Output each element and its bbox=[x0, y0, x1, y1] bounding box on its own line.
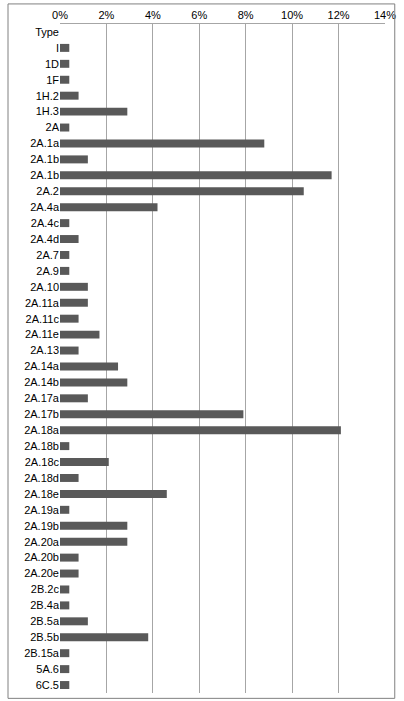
svg-text:1D: 1D bbox=[45, 58, 59, 70]
svg-text:2A.1a: 2A.1a bbox=[30, 137, 60, 149]
svg-text:2B.4a: 2B.4a bbox=[30, 599, 60, 611]
svg-text:5A.6: 5A.6 bbox=[36, 663, 59, 675]
svg-text:2A.1b: 2A.1b bbox=[30, 153, 59, 165]
svg-text:2A.18e: 2A.18e bbox=[24, 488, 59, 500]
svg-text:2A.13: 2A.13 bbox=[30, 344, 59, 356]
svg-text:2A.4c: 2A.4c bbox=[31, 217, 60, 229]
svg-text:2A.17a: 2A.17a bbox=[24, 392, 60, 404]
svg-text:2A.11e: 2A.11e bbox=[25, 328, 59, 340]
svg-text:2A.7: 2A.7 bbox=[36, 249, 59, 261]
svg-text:2A.19b: 2A.19b bbox=[24, 520, 59, 532]
svg-text:2A.19a: 2A.19a bbox=[24, 504, 60, 516]
svg-text:1H.3: 1H.3 bbox=[36, 105, 59, 117]
svg-text:2A.11a: 2A.11a bbox=[25, 297, 60, 309]
svg-text:2A.18b: 2A.18b bbox=[24, 440, 59, 452]
svg-text:2B.5a: 2B.5a bbox=[30, 615, 60, 627]
svg-text:0%: 0% bbox=[52, 9, 68, 21]
svg-text:4%: 4% bbox=[145, 9, 161, 21]
svg-text:2A.18c: 2A.18c bbox=[25, 456, 60, 468]
svg-text:2B.15a: 2B.15a bbox=[24, 647, 60, 659]
svg-text:2A.17b: 2A.17b bbox=[24, 408, 59, 420]
svg-text:2B.2c: 2B.2c bbox=[31, 583, 60, 595]
svg-text:10%: 10% bbox=[281, 9, 303, 21]
svg-text:2A.10: 2A.10 bbox=[30, 281, 59, 293]
svg-text:12%: 12% bbox=[328, 9, 350, 21]
svg-text:2A.18a: 2A.18a bbox=[24, 424, 60, 436]
svg-text:I: I bbox=[56, 42, 59, 54]
svg-text:2A.20b: 2A.20b bbox=[24, 551, 59, 563]
svg-text:2A.9: 2A.9 bbox=[36, 265, 59, 277]
svg-text:2A.4a: 2A.4a bbox=[30, 201, 60, 213]
svg-text:8%: 8% bbox=[238, 9, 254, 21]
svg-text:6%: 6% bbox=[191, 9, 207, 21]
svg-text:Type: Type bbox=[35, 26, 59, 38]
svg-text:2A.11c: 2A.11c bbox=[26, 313, 60, 325]
svg-text:2A: 2A bbox=[46, 121, 60, 133]
svg-text:2A.20e: 2A.20e bbox=[24, 567, 59, 579]
svg-text:2B.5b: 2B.5b bbox=[30, 631, 59, 643]
svg-text:14%: 14% bbox=[374, 9, 396, 21]
svg-text:2A.4d: 2A.4d bbox=[30, 233, 59, 245]
svg-text:6C.5: 6C.5 bbox=[36, 679, 59, 691]
svg-text:1F: 1F bbox=[46, 74, 59, 86]
svg-text:2A.20a: 2A.20a bbox=[24, 536, 60, 548]
svg-text:2A.2: 2A.2 bbox=[36, 185, 59, 197]
svg-text:2A.1b: 2A.1b bbox=[30, 169, 59, 181]
svg-text:2A.18d: 2A.18d bbox=[24, 472, 59, 484]
svg-text:2A.14b: 2A.14b bbox=[24, 376, 59, 388]
svg-text:2A.14a: 2A.14a bbox=[24, 360, 60, 372]
svg-text:1H.2: 1H.2 bbox=[36, 90, 59, 102]
svg-text:2%: 2% bbox=[98, 9, 114, 21]
